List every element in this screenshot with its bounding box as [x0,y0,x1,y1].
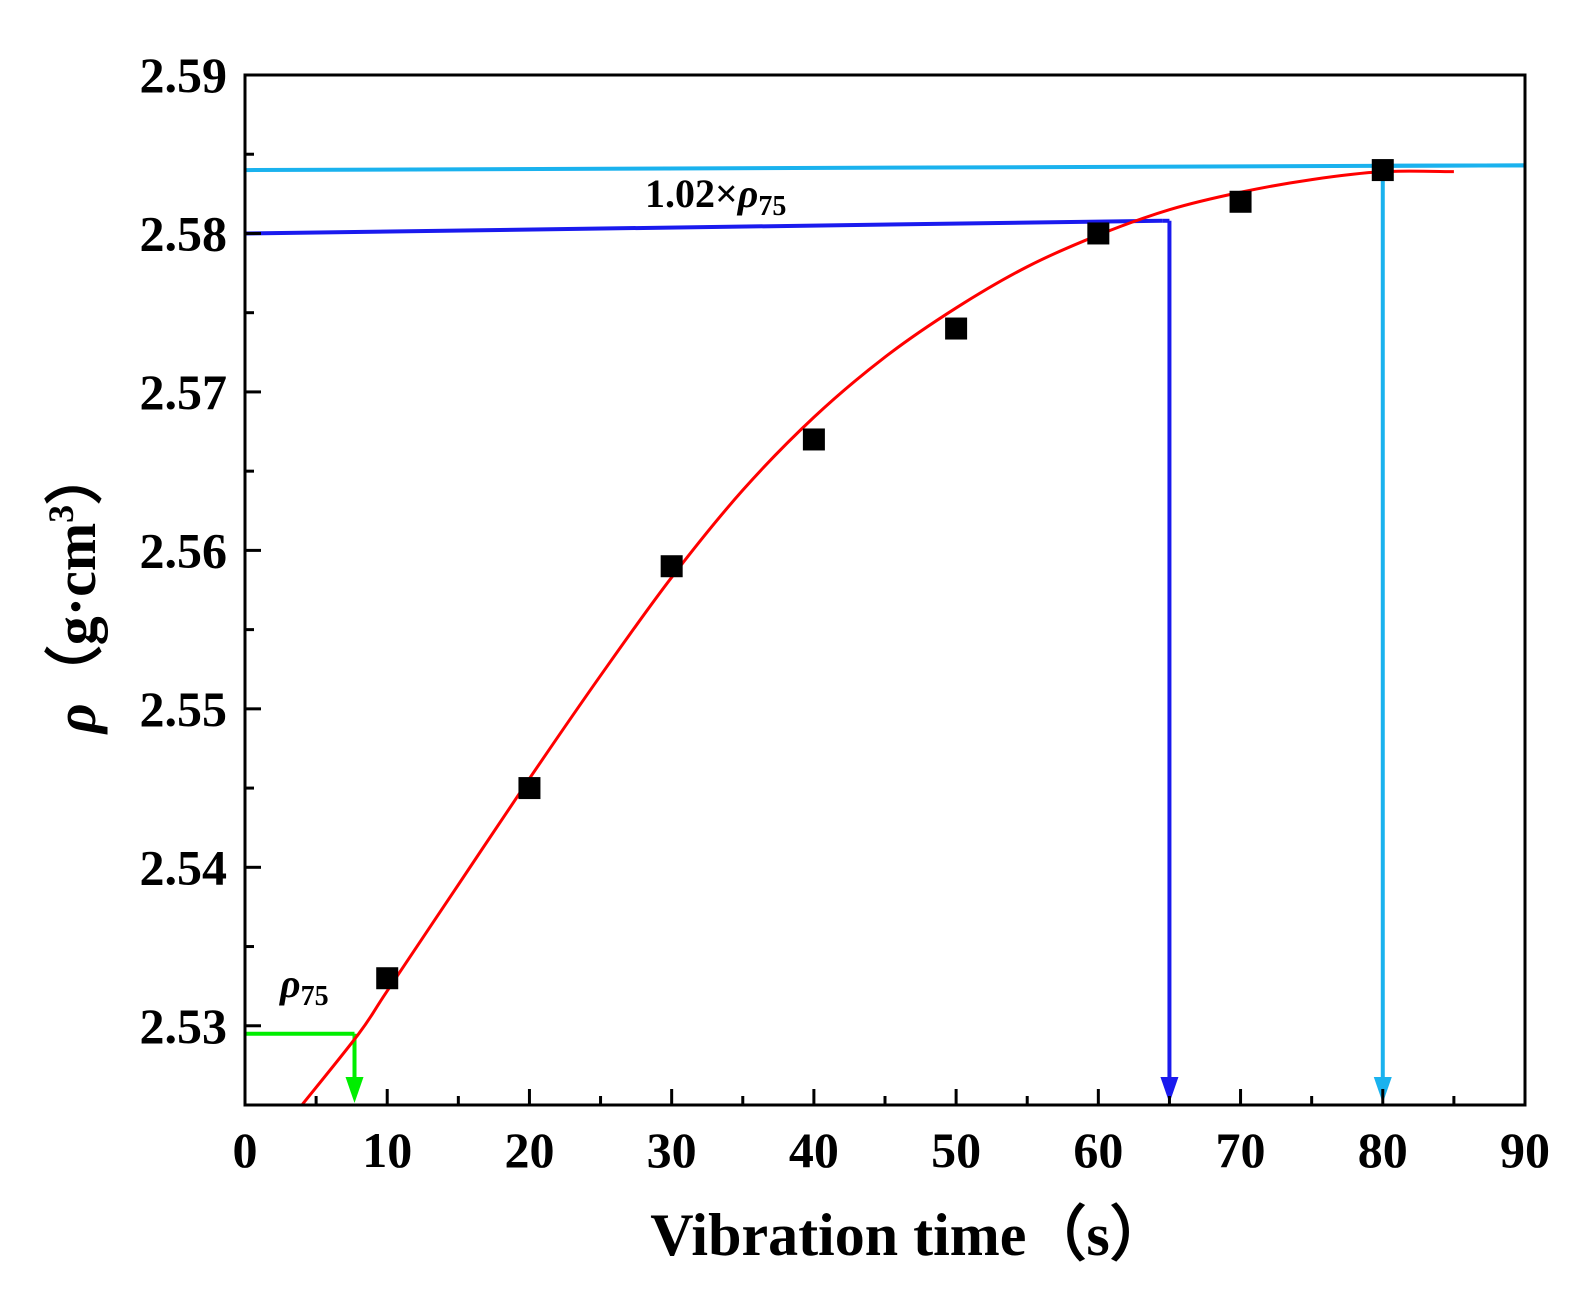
y-tick-label: 2.55 [140,681,228,737]
1.02-rho-75-arrowhead [1160,1077,1179,1103]
x-tick-label: 20 [504,1122,554,1178]
y-axis-unit: g·cm [43,523,108,645]
x-tick-label: 70 [1216,1122,1266,1178]
limit-symbol: ρ [737,171,759,216]
x-axis-title: Vibration time（s） [650,1201,1169,1268]
reference-lines [244,163,1526,1103]
data-point [660,555,683,578]
data-point [1371,159,1394,182]
data-point [945,317,968,340]
y-axis-paren-close: ） [43,447,108,505]
x-tick-label: 50 [931,1122,981,1178]
y-axis-title: ρ（g·cm3） [41,447,108,735]
y-tick-label: 2.57 [140,364,228,420]
x-tick-label: 10 [362,1122,412,1178]
x-tick-label: 40 [789,1122,839,1178]
y-tick-label: 2.53 [140,998,228,1054]
rho-75-arrowhead [345,1077,364,1103]
y-tick-label: 2.58 [140,205,228,261]
data-points-layer [376,159,1394,990]
rho75-label: ρ75 [279,961,329,1012]
y-tick-label: 2.59 [140,47,228,103]
data-point [1229,190,1252,213]
y-tick-label: 2.54 [140,839,228,895]
x-tick-label: 80 [1358,1122,1408,1178]
limit-prefix: 1.02× [645,171,738,216]
max-density-connector [1382,163,1526,168]
y-axis-rho-symbol: ρ [43,703,108,735]
x-tick-label: 90 [1500,1122,1550,1178]
y-axis-paren-open: （ [43,645,108,703]
x-tick-label: 30 [647,1122,697,1178]
x-tick-label: 0 [233,1122,258,1178]
data-point [1087,222,1110,245]
data-point [802,428,825,451]
y-tick-label: 2.56 [140,522,228,578]
limit-label: 1.02×ρ75 [645,171,786,222]
x-axis: 0 10 20 30 40 50 60 70 80 90 [233,1089,1550,1178]
rho75-symbol: ρ [279,961,301,1006]
1.02-rho-75-horizontal-line [244,218,1163,236]
limit-subscript: 75 [758,191,786,222]
rho75-subscript: 75 [301,981,329,1012]
max-density-horizontal-line [244,163,1526,173]
data-point [376,967,399,990]
x-tick-label: 60 [1073,1122,1123,1178]
data-point [518,777,541,800]
y-axis: 2.53 2.54 2.55 2.56 2.57 2.58 2.59 [140,47,261,1054]
y-axis-superscript: 3 [41,505,81,523]
